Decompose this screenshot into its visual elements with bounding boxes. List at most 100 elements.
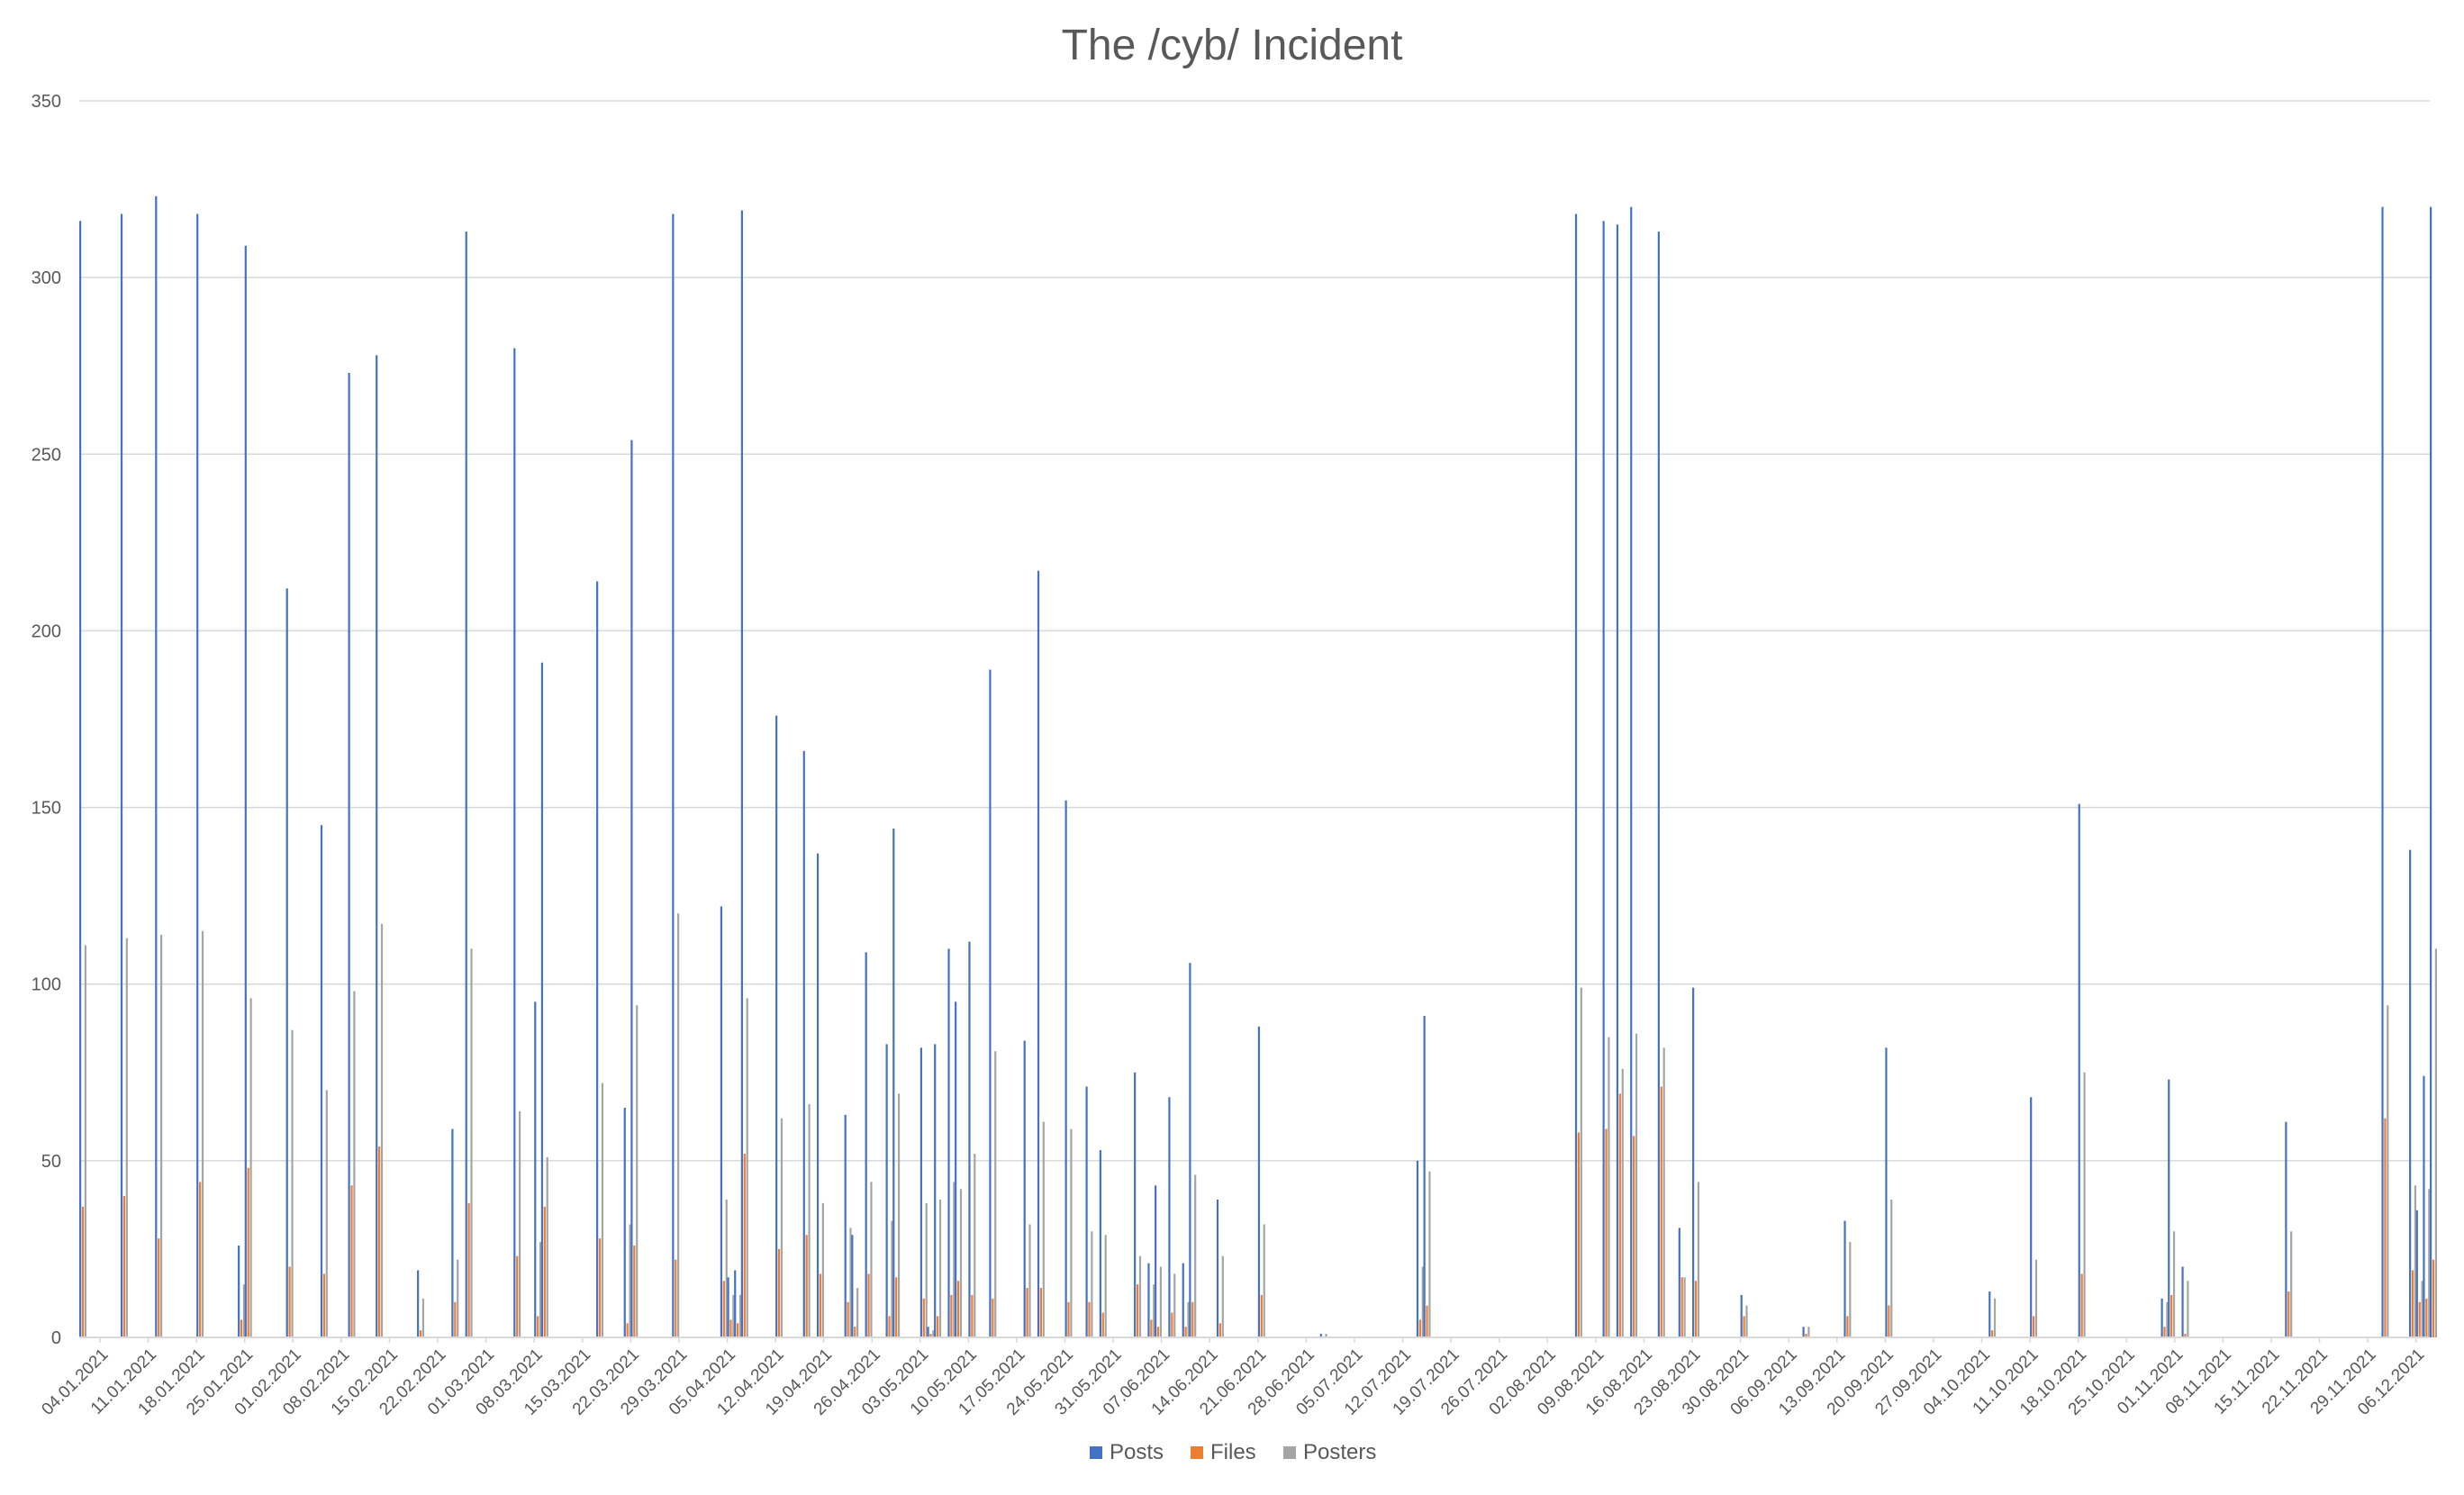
bar-files [950, 1294, 953, 1337]
bar-posters [457, 1259, 459, 1337]
bar-files [956, 1281, 960, 1337]
bar-posts [1319, 1334, 1322, 1337]
bar-posts [2181, 1266, 2184, 1337]
bar-posters [1091, 1231, 1093, 1337]
bar-posts [1064, 800, 1067, 1337]
bar-files [81, 1206, 85, 1337]
bar-posts [1885, 1047, 1888, 1337]
legend-swatch-posters [1283, 1446, 1296, 1459]
bar-posts [1037, 570, 1040, 1337]
bar-posts [802, 750, 805, 1337]
bar-posters [1138, 1255, 1142, 1337]
bar-files [467, 1202, 470, 1337]
bar-posters [1683, 1277, 1686, 1337]
bar-files [1067, 1301, 1070, 1337]
legend: Posts Files Posters [1090, 1440, 1376, 1464]
bar-posts [1740, 1294, 1743, 1337]
bar-files [971, 1294, 974, 1337]
bar-files [1088, 1301, 1091, 1337]
bar-files [867, 1273, 870, 1337]
bar-posters [1849, 1242, 1852, 1337]
bar-files [378, 1146, 381, 1337]
bar-posts [623, 1108, 626, 1337]
bar-files [543, 1206, 546, 1337]
bar-posters [821, 1202, 824, 1337]
y-tick-label: 350 [32, 92, 61, 112]
bar-files [1426, 1305, 1428, 1337]
bar-posters [1993, 1298, 1997, 1337]
bar-files [2163, 1327, 2166, 1337]
legend-label-posters: Posters [1303, 1440, 1376, 1464]
bar-files [922, 1298, 925, 1337]
legend-label-posts: Posts [1110, 1440, 1164, 1464]
bar-posters [539, 1242, 542, 1337]
bar-posters [1807, 1327, 1810, 1337]
bar-posters [84, 945, 86, 1337]
bar-posts [1988, 1291, 1991, 1337]
bar-posts [196, 213, 199, 1337]
bar-posts [2430, 206, 2432, 1338]
bar-files [854, 1327, 856, 1337]
bar-posters [1187, 1301, 1190, 1337]
bar-posters [636, 1005, 639, 1337]
bar-posts [2415, 1210, 2418, 1337]
bar-files [2080, 1273, 2083, 1337]
bar-files [777, 1248, 781, 1337]
bar-files [1618, 1093, 1621, 1337]
bar-files [936, 1316, 939, 1337]
bar-posts [919, 1047, 922, 1337]
bar-posts [2161, 1298, 2163, 1337]
bar-posts [740, 210, 743, 1338]
bar-files [1184, 1327, 1187, 1337]
bar-posts [1843, 1220, 1846, 1337]
bar-files [2425, 1298, 2428, 1337]
bar-files [1191, 1301, 1194, 1337]
bar-posters [353, 991, 356, 1337]
bar-posters [2434, 948, 2437, 1337]
bar-posts [885, 1044, 888, 1337]
bar-posts [1423, 1016, 1426, 1337]
bar-files [819, 1273, 822, 1337]
bar-posters [974, 1154, 976, 1337]
bar-posts [1574, 213, 1578, 1337]
bar-posters [2428, 1189, 2431, 1337]
y-tick-label: 250 [32, 445, 61, 465]
bar-files [2287, 1291, 2290, 1337]
bar-posts [968, 941, 971, 1337]
bar-posts [1216, 1200, 1219, 1337]
bar-posters [1221, 1255, 1224, 1337]
bar-posters [601, 1083, 604, 1337]
bar-posts [1147, 1263, 1150, 1337]
bar-posters [2414, 1185, 2417, 1337]
bar-posters [932, 1330, 935, 1337]
bar-posters [1580, 987, 1582, 1337]
bar-files [1156, 1327, 1160, 1337]
y-tick-label: 300 [32, 268, 61, 288]
bar-posters [2290, 1231, 2293, 1337]
bar-posters [870, 1182, 873, 1337]
bar-posts [2409, 849, 2412, 1337]
bar-posts [1168, 1097, 1171, 1337]
bar-posts [417, 1270, 420, 1337]
bar-posters [938, 1200, 942, 1337]
bar-posts [465, 231, 467, 1337]
bar-posters [125, 938, 128, 1337]
bar-posters [1159, 1266, 1163, 1337]
bar-posts [1802, 1327, 1805, 1337]
bar-files [2418, 1301, 2421, 1337]
bar-posters [677, 913, 680, 1337]
bar-files [1171, 1312, 1173, 1337]
bar-posters [994, 1051, 997, 1337]
bar-posts [720, 906, 723, 1337]
bar-files [1694, 1281, 1698, 1337]
bar-posters [519, 1110, 521, 1337]
bar-files [1150, 1319, 1153, 1337]
bar-posts [348, 373, 350, 1337]
bar-files [419, 1330, 422, 1337]
bar-files [743, 1154, 746, 1337]
bar-posters [1428, 1171, 1431, 1337]
bar-posts [2381, 206, 2384, 1338]
bar-files [598, 1238, 602, 1337]
bar-posts [376, 355, 378, 1338]
